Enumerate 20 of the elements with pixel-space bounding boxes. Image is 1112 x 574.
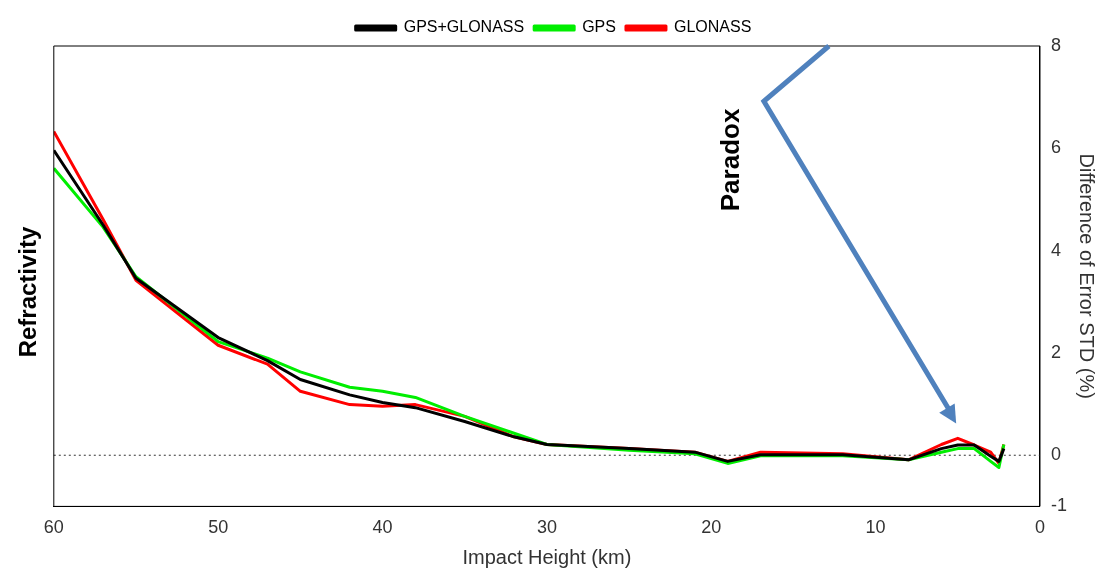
x-tick-label: 20 <box>701 517 722 538</box>
x-tick-label: 60 <box>43 517 64 538</box>
x-tick-label: 10 <box>865 517 886 538</box>
y-tick-label: 4 <box>1051 239 1062 260</box>
legend-label: GPS <box>582 18 616 36</box>
x-axis-title: Impact Height (km) <box>462 545 632 568</box>
x-tick-label: 50 <box>208 517 229 538</box>
y-axis-title: Difference of Error STD (%) <box>1076 153 1099 399</box>
y-tick-label: 8 <box>1051 34 1062 55</box>
x-tick-label: 30 <box>536 517 557 538</box>
legend-label: GPS+GLONASS <box>403 18 525 36</box>
legend-label: GLONASS <box>673 18 752 36</box>
y-tick-label: 6 <box>1051 137 1062 158</box>
x-tick-label: 40 <box>372 517 393 538</box>
annotation: Paradox <box>714 108 745 212</box>
x-tick-label: 0 <box>1034 517 1045 538</box>
y-tick-label: -1 <box>1051 495 1068 516</box>
y-tick-label: 2 <box>1051 341 1062 362</box>
text: Refractivity <box>14 225 42 358</box>
y-tick-label: 0 <box>1051 444 1062 465</box>
